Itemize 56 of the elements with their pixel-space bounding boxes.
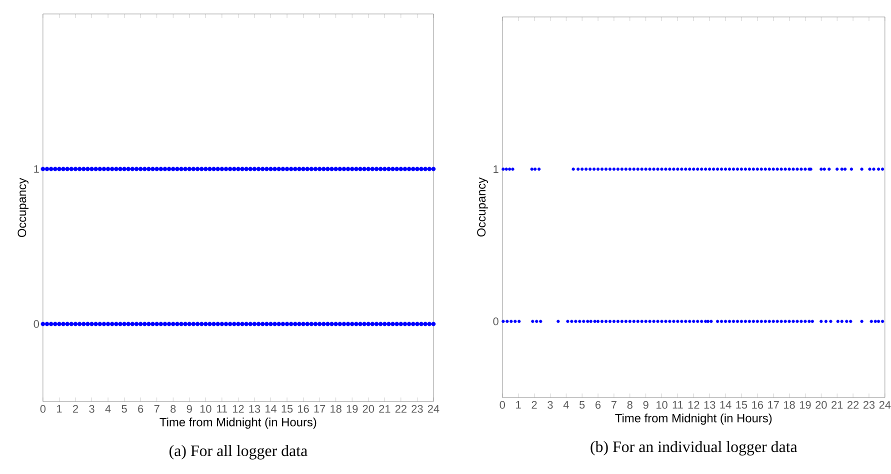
x-tick-label: 12 (232, 404, 244, 412)
x-tick-label: 1 (516, 400, 521, 408)
x-tick-label: 13 (249, 404, 260, 413)
x-tick-label: 19 (800, 400, 811, 409)
x-tick-label: 2 (532, 400, 537, 408)
y-axis-title: Occupancy (477, 177, 488, 236)
x-tick-label: 14 (265, 404, 277, 412)
x-tick-label: 4 (563, 400, 569, 408)
x-axis-title: Time from Midnight (in Hours) (615, 413, 772, 425)
x-tick-label: 6 (596, 400, 601, 409)
x-tick-label: 7 (611, 400, 616, 408)
x-tick-label: 20 (816, 400, 827, 409)
x-tick-label: 15 (282, 404, 293, 412)
x-axis-title: Time from Midnight (in Hours) (160, 417, 316, 429)
x-tick-label: 10 (200, 404, 212, 413)
x-tick-label: 15 (736, 400, 748, 408)
x-tick-label: 21 (379, 404, 390, 412)
x-tick-label: 3 (89, 404, 94, 413)
x-tick-label: 24 (428, 404, 440, 412)
x-tick-label: 12 (688, 400, 700, 408)
x-tick-label: 14 (720, 400, 732, 408)
x-tick-label: 6 (138, 404, 144, 413)
text: (a) For all logger data (170, 444, 308, 460)
x-tick-label: 10 (656, 400, 668, 409)
x-tick-label: 20 (362, 404, 374, 413)
text: (b) For an individual logger data (590, 440, 798, 456)
y-axis-title: Occupancy (18, 178, 29, 237)
x-tick-label: 18 (330, 404, 342, 413)
x-tick-label: 3 (548, 400, 553, 409)
x-tick-label: 16 (298, 404, 309, 413)
x-tick-label: 24 (879, 400, 891, 408)
x-tick-label: 2 (72, 404, 78, 412)
x-tick-label: 18 (784, 400, 795, 409)
x-tick-label: 17 (314, 404, 326, 412)
x-tick-label: 19 (346, 404, 358, 413)
x-tick-label: 5 (579, 400, 585, 408)
x-tick-label: 0 (500, 400, 505, 409)
x-tick-label: 22 (848, 400, 859, 408)
x-tick-label: 8 (627, 400, 632, 409)
x-tick-label: 4 (105, 404, 111, 412)
x-tick-label: 8 (170, 404, 176, 413)
x-tick-label: 5 (122, 404, 127, 412)
x-tick-label: 17 (768, 400, 779, 408)
x-tick-label: 0 (40, 404, 46, 413)
x-tick-label: 1 (57, 404, 62, 412)
x-tick-label: 9 (186, 404, 192, 413)
x-tick-label: 23 (412, 404, 423, 413)
x-tick-label: 9 (643, 400, 648, 409)
x-tick-label: 7 (154, 404, 160, 412)
x-tick-label: 22 (395, 404, 406, 412)
x-tick-label: 16 (752, 400, 764, 409)
x-tick-label: 11 (672, 400, 683, 408)
x-tick-label: 21 (832, 400, 843, 408)
x-tick-label: 23 (863, 400, 875, 409)
x-tick-label: 13 (704, 400, 716, 409)
x-tick-label: 11 (217, 404, 228, 412)
